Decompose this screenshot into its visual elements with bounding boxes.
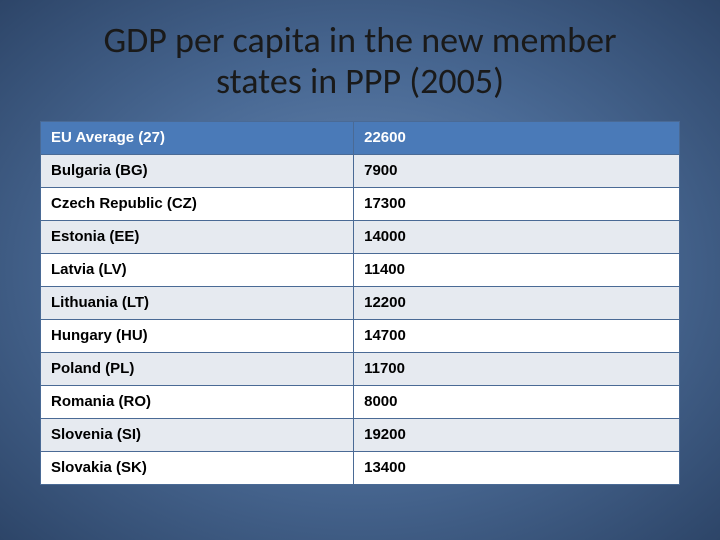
row-value: 7900 bbox=[354, 154, 680, 187]
row-value: 22600 bbox=[354, 121, 680, 154]
row-label: Slovakia (SK) bbox=[41, 451, 354, 484]
row-value: 8000 bbox=[354, 385, 680, 418]
row-value: 12200 bbox=[354, 286, 680, 319]
table-row: Czech Republic (CZ)17300 bbox=[41, 187, 680, 220]
gdp-table-body: EU Average (27)22600Bulgaria (BG)7900Cze… bbox=[41, 121, 680, 484]
row-label: Czech Republic (CZ) bbox=[41, 187, 354, 220]
table-row: Hungary (HU)14700 bbox=[41, 319, 680, 352]
row-label: Romania (RO) bbox=[41, 385, 354, 418]
row-value: 14700 bbox=[354, 319, 680, 352]
row-value: 11400 bbox=[354, 253, 680, 286]
row-label: Latvia (LV) bbox=[41, 253, 354, 286]
row-label: Slovenia (SI) bbox=[41, 418, 354, 451]
row-label: Hungary (HU) bbox=[41, 319, 354, 352]
row-label: Lithuania (LT) bbox=[41, 286, 354, 319]
table-row: Poland (PL)11700 bbox=[41, 352, 680, 385]
row-label: Poland (PL) bbox=[41, 352, 354, 385]
slide: GDP per capita in the new member states … bbox=[0, 0, 720, 540]
row-value: 17300 bbox=[354, 187, 680, 220]
row-value: 13400 bbox=[354, 451, 680, 484]
row-value: 19200 bbox=[354, 418, 680, 451]
row-label: EU Average (27) bbox=[41, 121, 354, 154]
row-value: 14000 bbox=[354, 220, 680, 253]
row-value: 11700 bbox=[354, 352, 680, 385]
row-label: Bulgaria (BG) bbox=[41, 154, 354, 187]
table-row: Slovakia (SK)13400 bbox=[41, 451, 680, 484]
table-row: Bulgaria (BG)7900 bbox=[41, 154, 680, 187]
slide-title: GDP per capita in the new member states … bbox=[40, 20, 680, 103]
table-row: Slovenia (SI)19200 bbox=[41, 418, 680, 451]
table-row: EU Average (27)22600 bbox=[41, 121, 680, 154]
row-label: Estonia (EE) bbox=[41, 220, 354, 253]
table-row: Estonia (EE)14000 bbox=[41, 220, 680, 253]
table-row: Romania (RO)8000 bbox=[41, 385, 680, 418]
gdp-table: EU Average (27)22600Bulgaria (BG)7900Cze… bbox=[40, 121, 680, 485]
table-row: Lithuania (LT)12200 bbox=[41, 286, 680, 319]
table-row: Latvia (LV)11400 bbox=[41, 253, 680, 286]
